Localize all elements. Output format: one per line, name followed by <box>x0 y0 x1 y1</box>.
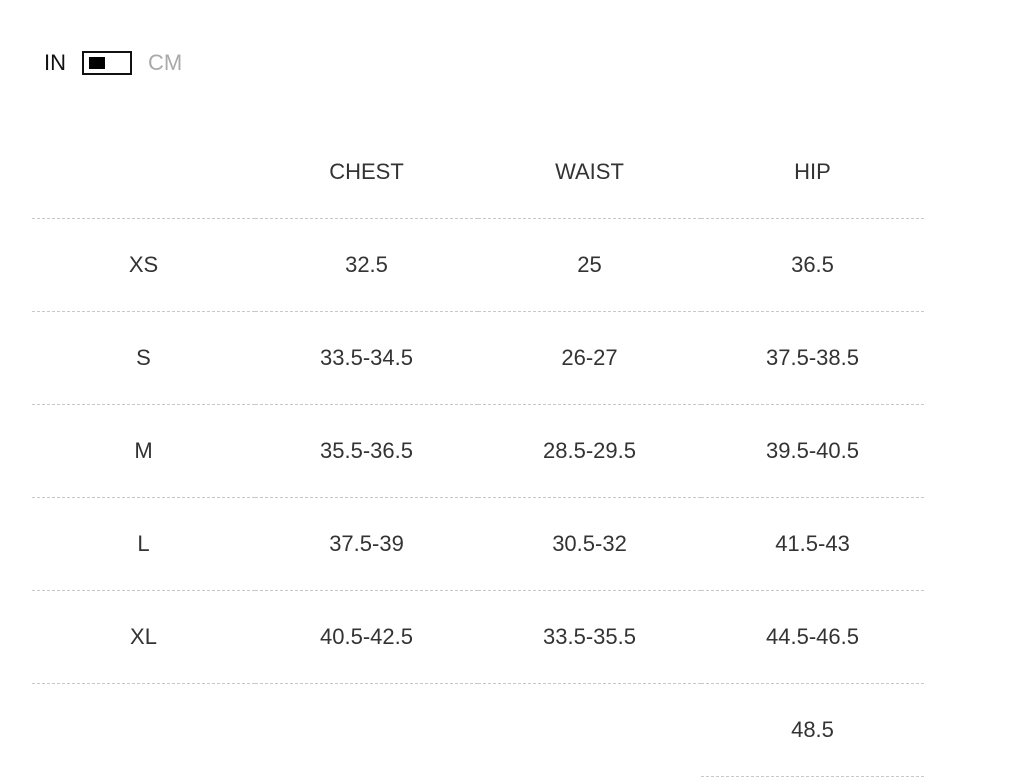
cell-chest: 40.5-42.5 <box>255 590 478 684</box>
unit-switch[interactable] <box>82 51 132 75</box>
cell-waist: 33.5-35.5 <box>478 590 701 684</box>
cell-waist: 26-27 <box>478 311 701 405</box>
cell-size: S <box>32 311 255 405</box>
cell-hip: 37.5-38.5 <box>701 311 924 405</box>
table-row: 48.5 <box>32 683 924 777</box>
switch-knob <box>89 57 105 69</box>
unit-toggle: IN CM <box>44 50 182 76</box>
cell-chest: 37.5-39 <box>255 497 478 591</box>
header-chest: CHEST <box>255 126 478 219</box>
table-row: XL 40.5-42.5 33.5-35.5 44.5-46.5 <box>32 590 924 684</box>
cell-hip: 36.5 <box>701 218 924 312</box>
cell-size: XL <box>32 590 255 684</box>
cell-size: L <box>32 497 255 591</box>
table-row: S 33.5-34.5 26-27 37.5-38.5 <box>32 311 924 405</box>
cell-chest: 32.5 <box>255 218 478 312</box>
header-waist: WAIST <box>478 126 701 219</box>
cell-chest: 35.5-36.5 <box>255 404 478 498</box>
cell-waist: 25 <box>478 218 701 312</box>
unit-cm-label[interactable]: CM <box>148 50 183 75</box>
size-chart-table: CHEST WAIST HIP XS 32.5 25 36.5 S 33.5-34.5 26… <box>32 126 924 777</box>
cell-hip: 41.5-43 <box>701 497 924 591</box>
header-hip: HIP <box>701 126 924 219</box>
header-row: CHEST WAIST HIP <box>32 126 924 219</box>
table-row: M 35.5-36.5 28.5-29.5 39.5-40.5 <box>32 404 924 498</box>
cell-waist: 28.5-29.5 <box>478 404 701 498</box>
cell-size: XS <box>32 218 255 312</box>
header-size <box>32 126 255 219</box>
cell-chest: 33.5-34.5 <box>255 311 478 405</box>
cell-size: M <box>32 404 255 498</box>
table-row: L 37.5-39 30.5-32 41.5-43 <box>32 497 924 591</box>
cell-hip: 44.5-46.5 <box>701 590 924 684</box>
cell-size <box>32 684 255 777</box>
cell-hip: 39.5-40.5 <box>701 404 924 498</box>
table-row: XS 32.5 25 36.5 <box>32 218 924 312</box>
cell-waist: 30.5-32 <box>478 497 701 591</box>
cell-waist <box>478 684 701 777</box>
unit-in-label[interactable]: IN <box>44 50 66 75</box>
cell-hip: 48.5 <box>701 683 924 777</box>
cell-chest <box>255 684 478 777</box>
